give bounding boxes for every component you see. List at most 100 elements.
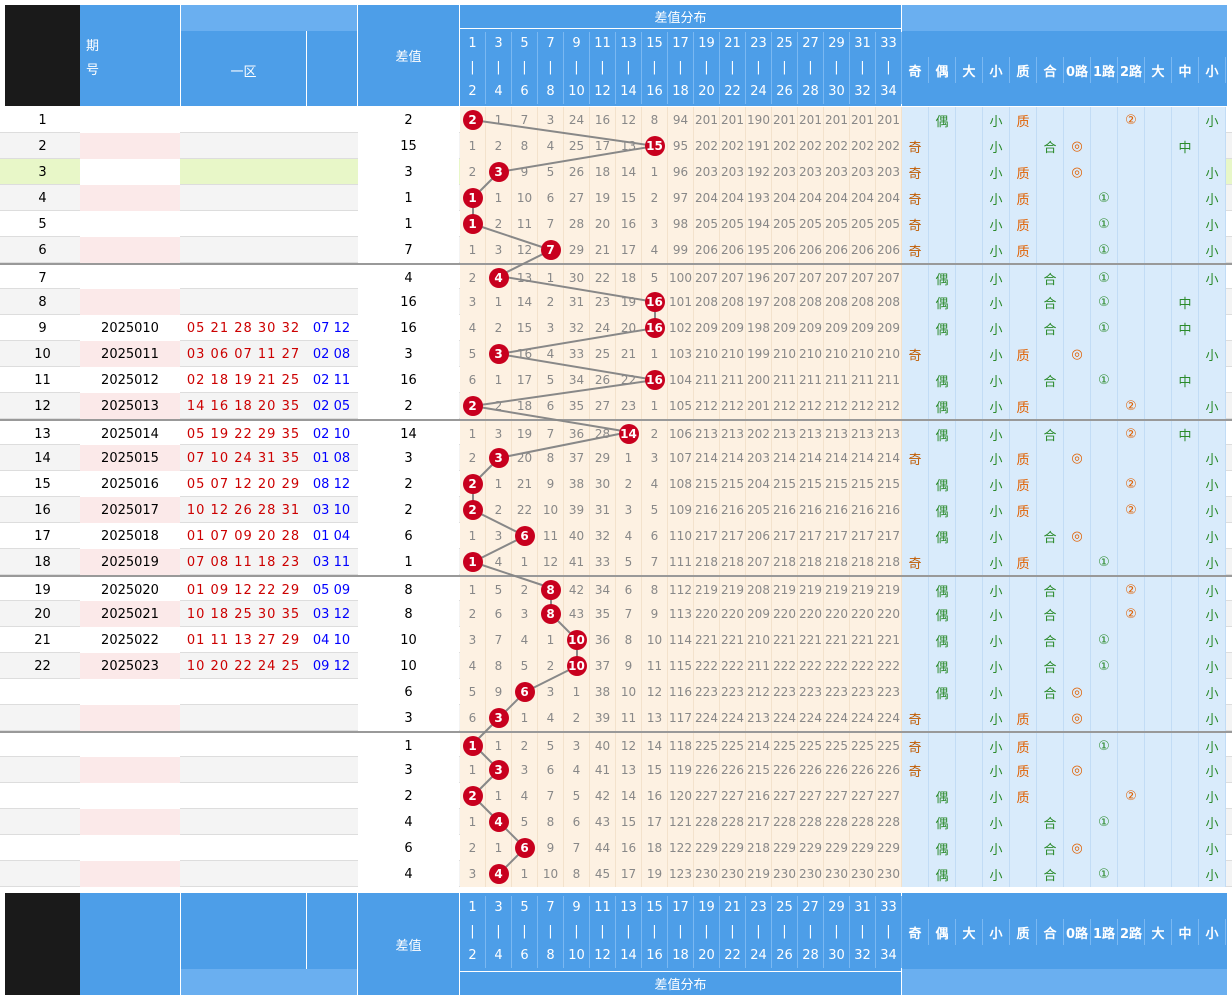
dist-cell-value: 208 xyxy=(747,583,770,597)
dist-cell: 1 xyxy=(460,421,486,447)
dist-cell-value: 12 xyxy=(542,555,559,569)
diff-ball: 15 xyxy=(644,136,665,156)
row-index: 6 xyxy=(38,242,47,258)
dist-cell: 216 xyxy=(824,497,850,523)
dist-cell-value: 216 xyxy=(851,503,874,517)
dist-cell-value: 210 xyxy=(799,347,822,361)
attr-cell: 小 xyxy=(1199,809,1226,835)
dist-cell-value: 2 xyxy=(494,217,503,231)
dist-cell: 211 xyxy=(694,367,720,393)
attr-cell: 质 xyxy=(1010,783,1037,809)
dist-cell-value: 229 xyxy=(877,841,900,855)
dist-cell-value: 198 xyxy=(747,321,770,335)
attr-cell: 小 xyxy=(983,159,1010,185)
dist-cell: 222 xyxy=(824,653,850,679)
dist-cell: 4 xyxy=(460,315,486,341)
row-period: 2025018 xyxy=(80,523,180,549)
row-period xyxy=(80,757,180,783)
row-diff: 1 xyxy=(358,211,459,237)
attr-cell: ① xyxy=(1091,733,1118,759)
dist-cell: 208 xyxy=(694,289,720,315)
dist-cell-value: 214 xyxy=(695,451,718,465)
dist-cell: 11 xyxy=(616,705,642,731)
dist-cell: 217 xyxy=(824,523,850,549)
dist-cell: 209 xyxy=(746,601,772,627)
row-diff: 1 xyxy=(358,185,459,211)
dist-col-top-7: 15 xyxy=(646,36,663,51)
row-diff: 6 xyxy=(358,679,459,705)
dist-cell: 5 xyxy=(642,265,668,291)
dist-cell: 115 xyxy=(668,653,694,679)
diff-header: 差值 xyxy=(358,5,459,106)
attr-cell xyxy=(1010,421,1037,447)
attr-cell: 小 xyxy=(1199,757,1226,783)
attr-cell xyxy=(1145,705,1172,731)
table-row: 17 2025018 01 07 09 20 28 01 04 6 1 3 6 11 40 32 4 6… xyxy=(0,523,1232,549)
attr-cell xyxy=(1145,445,1172,471)
dist-cell-value: 202 xyxy=(799,139,822,153)
dist-cell-value: 218 xyxy=(825,555,848,569)
dist-cell-value: 226 xyxy=(721,763,744,777)
attr-cell xyxy=(1118,445,1145,471)
dist-cell-value: 36 xyxy=(594,633,611,647)
attr-cell xyxy=(1172,159,1199,185)
dist-cell-value: 224 xyxy=(773,711,796,725)
attr-cell: 偶 xyxy=(929,471,956,497)
dist-cell-value: 204 xyxy=(851,191,874,205)
row-blue-numbers: 03 12 xyxy=(312,606,351,622)
row-diff: 1 xyxy=(358,733,459,759)
dist-cell-value: 17 xyxy=(620,243,637,257)
dist-cell: 204 xyxy=(824,185,850,211)
dist-cell: 107 xyxy=(668,445,694,471)
dist-cell-value: 2 xyxy=(494,139,503,153)
dist-cell-value: 217 xyxy=(825,529,848,543)
attr-cell: 小 xyxy=(983,237,1010,263)
dist-cell-value: 2 xyxy=(572,711,581,725)
diff-ball: 1 xyxy=(462,214,483,234)
dist-cell: 5 xyxy=(460,341,486,367)
row-diff: 16 xyxy=(358,315,459,341)
attr-cell: 小 xyxy=(983,445,1010,471)
dist-cell-value: 217 xyxy=(877,529,900,543)
dist-cell: 203 xyxy=(772,159,798,185)
dist-cell: 29 xyxy=(564,237,590,263)
dist-cell-value: 227 xyxy=(799,789,822,803)
row-index: 17 xyxy=(34,528,51,544)
table-row: 6 2 1 6 9 7 44 16 18 122 229 229 218 229 229 229 229 229 偶… xyxy=(0,835,1232,861)
attr-col-5: 合 xyxy=(1037,57,1064,83)
dist-col-top-3: 7 xyxy=(546,36,555,51)
diff-ball: 4 xyxy=(488,864,509,884)
dist-cell: 9 xyxy=(486,679,512,705)
dist-cell: 1 xyxy=(486,783,512,809)
row-diff: 14 xyxy=(358,421,459,447)
dist-cell: 100 xyxy=(668,265,694,291)
dist-cell-value: 209 xyxy=(695,321,718,335)
dist-cell-value: 44 xyxy=(594,841,611,855)
row-diff: 7 xyxy=(358,237,459,263)
attr-cell xyxy=(1091,133,1118,159)
dist-cell-value: 2 xyxy=(494,503,503,517)
row-index: 15 xyxy=(34,476,51,492)
attr-cell: 质 xyxy=(1010,497,1037,523)
dist-cell-value: 17 xyxy=(594,139,611,153)
table-row: 1 2 2 1 7 3 24 16 12 8 94 201 201 190 201 201 201 201 201 偶… xyxy=(0,107,1232,133)
attr-col-11: 小 xyxy=(1199,57,1226,83)
attr-cell xyxy=(1010,835,1037,861)
dist-cell: 201 xyxy=(772,107,798,133)
attr-cell xyxy=(929,211,956,237)
attr-cell: 奇 xyxy=(902,159,929,185)
dist-cell-value: 29 xyxy=(594,451,611,465)
dist-cell-value: 203 xyxy=(851,165,874,179)
dist-cell-value: 9 xyxy=(494,685,503,699)
dist-cell-value: 107 xyxy=(669,451,692,465)
attr-cell: 小 xyxy=(983,185,1010,211)
dist-cell-value: 226 xyxy=(695,763,718,777)
dist-cell: 8 xyxy=(642,577,668,603)
row-numbers: 07 08 11 18 23 xyxy=(186,554,301,570)
dist-col-header-4: 9 | 10 xyxy=(564,32,590,104)
dist-cell-value: 7 xyxy=(572,841,581,855)
dist-cell: 206 xyxy=(876,237,902,263)
diff-ball: 1 xyxy=(462,188,483,208)
attr-cell: 质 xyxy=(1010,185,1037,211)
attr-cell xyxy=(1037,549,1064,575)
